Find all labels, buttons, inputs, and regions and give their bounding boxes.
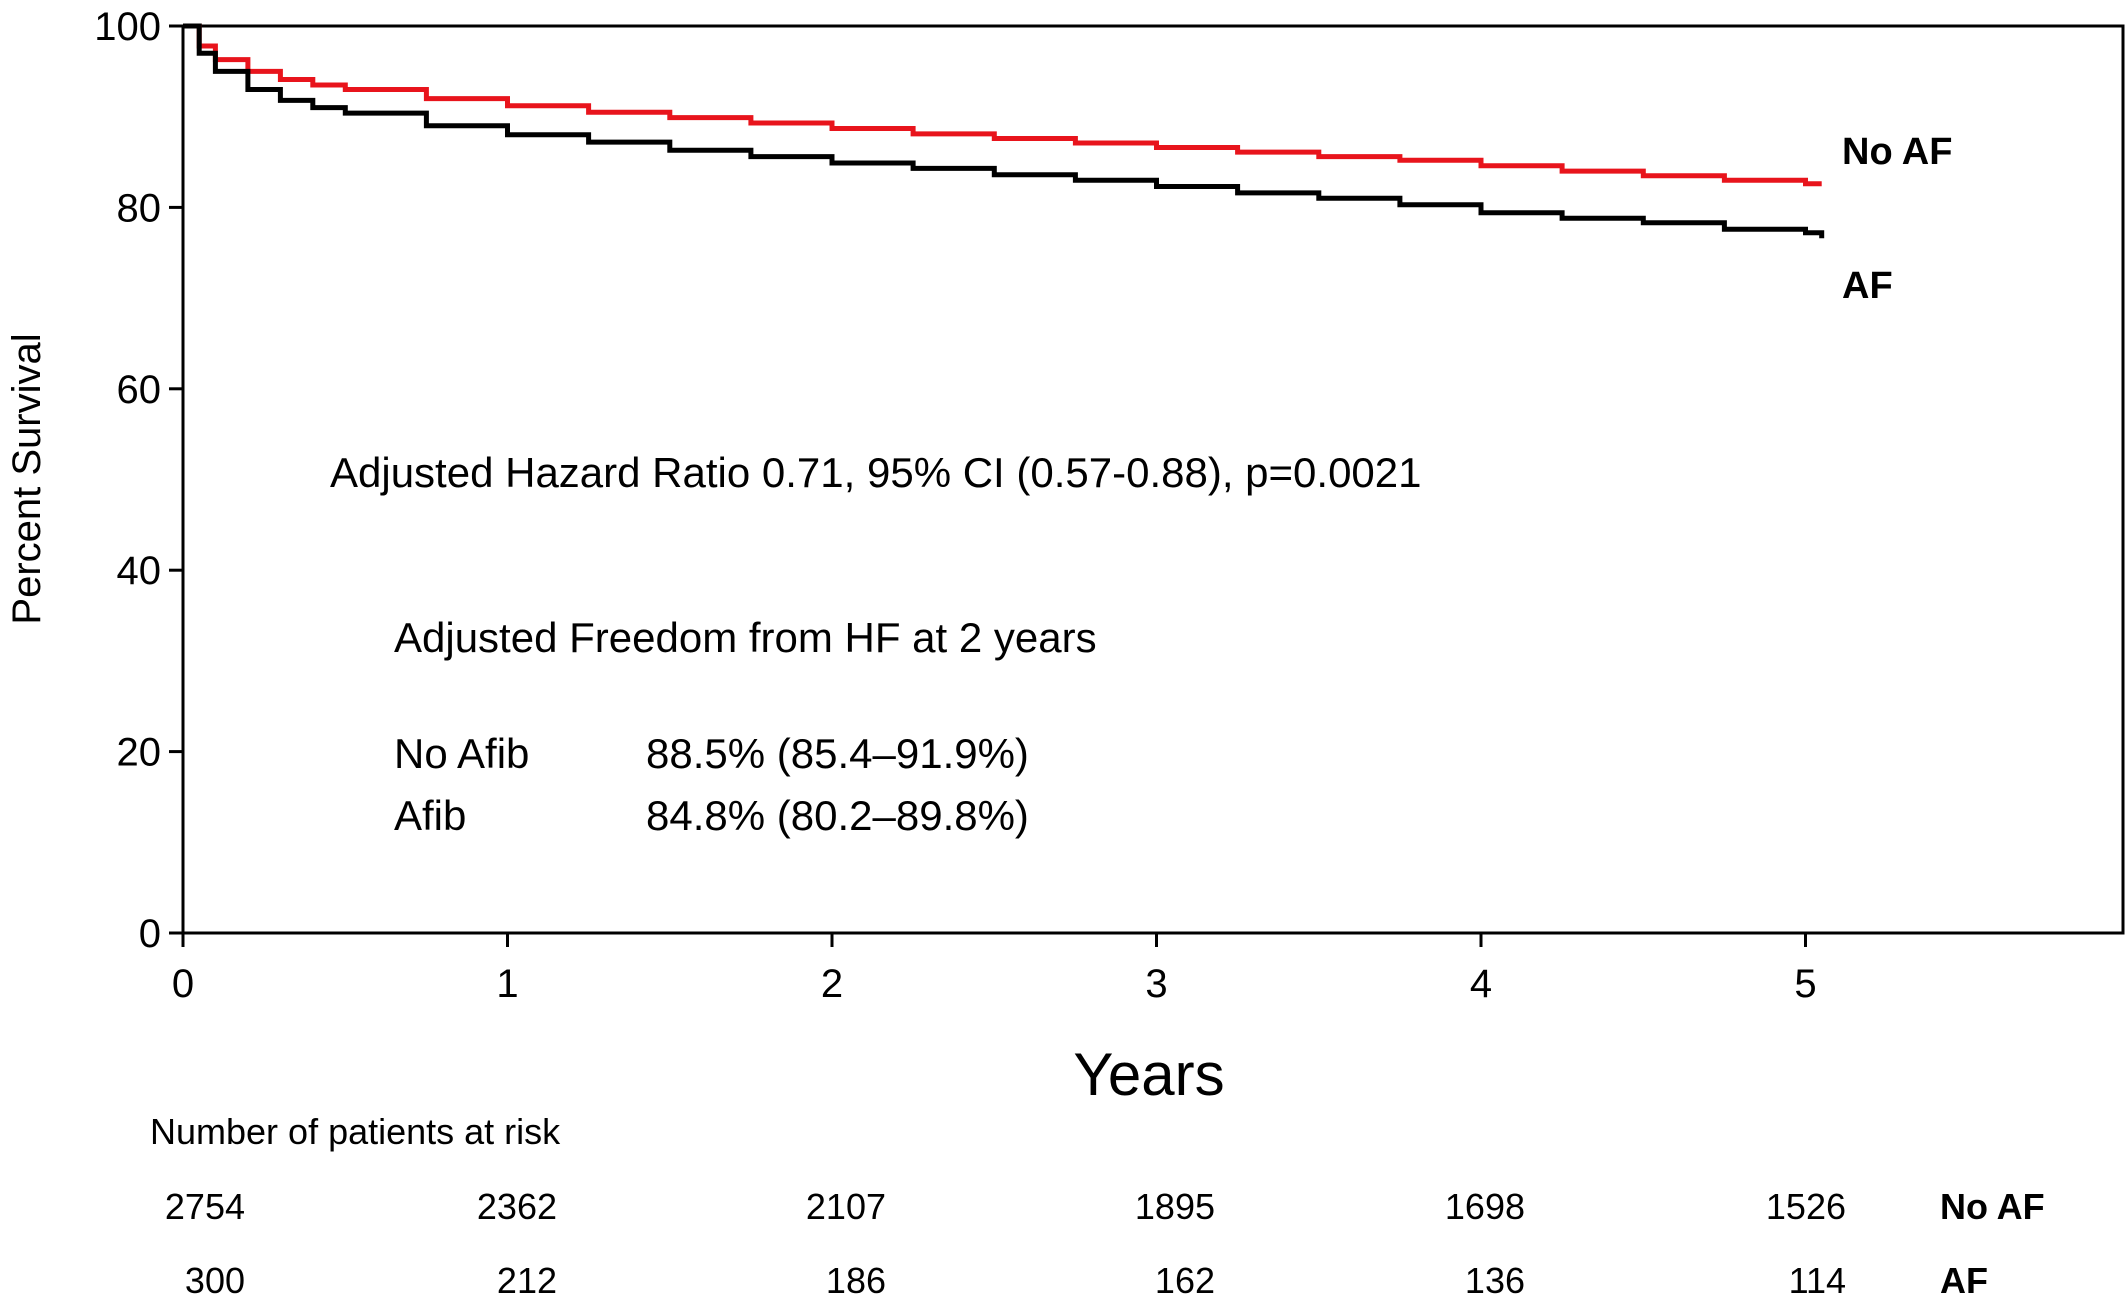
risk-value: 186 (826, 1260, 886, 1301)
x-axis-title: Years (1073, 1041, 1224, 1108)
freedom-group-afib: Afib (394, 792, 466, 839)
series-layer (183, 23, 1825, 239)
plot-area (181, 24, 2125, 935)
y-tick-label: 0 (139, 912, 161, 956)
y-axis-title: Percent Survival (5, 333, 49, 624)
risk-value: 136 (1465, 1260, 1525, 1301)
risk-value: 2362 (477, 1186, 557, 1227)
freedom-value-afib: 84.8% (80.2–89.8%) (646, 792, 1029, 839)
hazard-ratio-annotation: Adjusted Hazard Ratio 0.71, 95% CI (0.57… (330, 449, 1422, 496)
x-axis: 0 1 2 3 4 5 (172, 933, 1817, 1006)
freedom-value-no-afib: 88.5% (85.4–91.9%) (646, 730, 1029, 777)
risk-row-label: No AF (1940, 1186, 2045, 1227)
series-label-no-af: No AF (1842, 131, 1952, 173)
risk-table-title: Number of patients at risk (150, 1111, 561, 1152)
risk-value: 300 (185, 1260, 245, 1301)
series-line-no-af (183, 23, 1822, 187)
x-tick-label: 4 (1470, 962, 1492, 1006)
risk-value: 2754 (165, 1186, 245, 1227)
risk-value: 2107 (806, 1186, 886, 1227)
risk-value: 162 (1155, 1260, 1215, 1301)
risk-table: 2754 2362 2107 1895 1698 1526 No AF 300 212 186 16… (165, 1186, 2045, 1301)
x-tick-label: 1 (496, 962, 518, 1006)
risk-value: 212 (497, 1260, 557, 1301)
y-axis: 0 20 40 60 80 100 (94, 5, 183, 956)
y-tick-label: 80 (117, 186, 162, 230)
risk-row-label: AF (1940, 1260, 1988, 1301)
y-tick-label: 20 (117, 731, 162, 775)
x-tick-label: 3 (1145, 962, 1167, 1006)
y-tick-label: 40 (117, 549, 162, 593)
risk-value: 1526 (1766, 1186, 1846, 1227)
y-tick-label: 100 (94, 5, 161, 49)
x-tick-label: 2 (821, 962, 843, 1006)
freedom-heading: Adjusted Freedom from HF at 2 years (394, 614, 1097, 661)
risk-value: 114 (1789, 1260, 1846, 1301)
x-tick-label: 5 (1794, 962, 1816, 1006)
x-tick-label: 0 (172, 962, 194, 1006)
risk-value: 1698 (1445, 1186, 1525, 1227)
y-tick-label: 60 (117, 368, 162, 412)
freedom-group-no-afib: No Afib (394, 730, 529, 777)
series-line-af (183, 23, 1825, 239)
series-label-af: AF (1842, 265, 1893, 307)
risk-value: 1895 (1135, 1186, 1215, 1227)
